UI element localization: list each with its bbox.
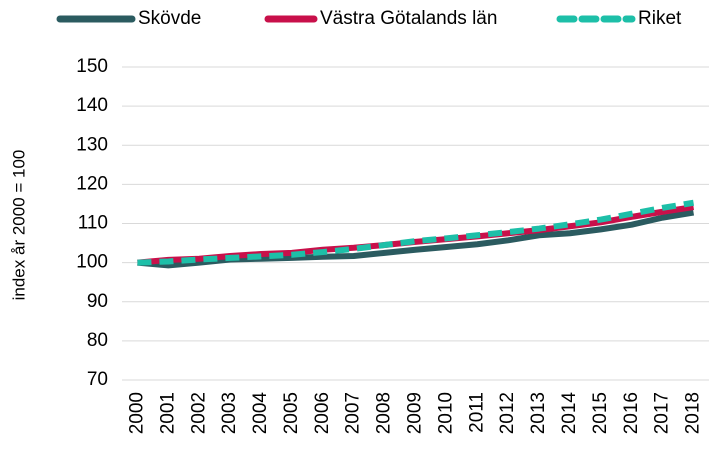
y-tick-label: 150 xyxy=(76,56,108,77)
y-tick-label: 140 xyxy=(76,95,108,116)
x-tick-label: 2010 xyxy=(435,392,456,434)
x-tick-label: 2017 xyxy=(652,392,673,434)
y-tick-label: 110 xyxy=(78,213,108,234)
x-tick-label: 2003 xyxy=(219,392,240,434)
x-tick-label: 2000 xyxy=(126,392,147,434)
x-tick-label: 2015 xyxy=(590,392,611,434)
x-tick-label: 2014 xyxy=(559,392,580,435)
x-tick-label: 2012 xyxy=(497,392,518,434)
x-tick-label: 2005 xyxy=(281,392,302,434)
y-tick-label: 90 xyxy=(87,291,108,312)
y-tick-label: 130 xyxy=(76,134,108,155)
legend-label: Skövde xyxy=(138,8,201,29)
x-tick-label: 2018 xyxy=(683,392,704,434)
legend-label: Riket xyxy=(638,8,682,29)
y-tick-label: 70 xyxy=(87,369,108,390)
x-tick-label: 2013 xyxy=(528,392,549,434)
legend-label: Västra Götalands län xyxy=(320,8,497,29)
x-tick-label: 2004 xyxy=(250,392,271,435)
y-axis-label: index år 2000 = 100 xyxy=(9,150,28,301)
x-tick-label: 2002 xyxy=(188,392,209,434)
x-tick-label: 2007 xyxy=(343,392,364,434)
y-tick-label: 80 xyxy=(87,330,108,351)
x-tick-label: 2009 xyxy=(405,392,426,434)
y-tick-label: 120 xyxy=(76,173,108,194)
x-tick-label: 2016 xyxy=(621,392,642,434)
x-tick-label: 2011 xyxy=(466,392,487,433)
y-tick-label: 100 xyxy=(76,252,108,273)
series-line xyxy=(137,199,695,266)
x-tick-label: 2001 xyxy=(157,392,178,434)
x-tick-label: 2006 xyxy=(312,392,333,434)
x-tick-label: 2008 xyxy=(374,392,395,434)
